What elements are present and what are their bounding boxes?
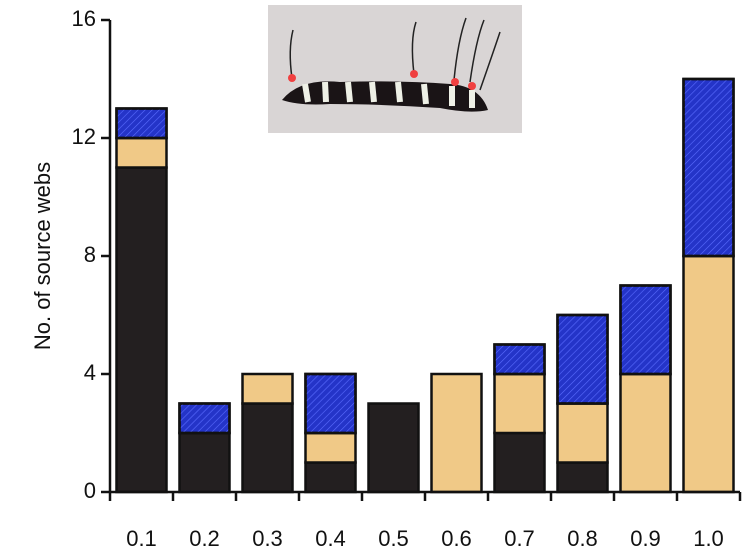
x-tick-label: 0.7	[504, 526, 535, 551]
bar-segment	[558, 463, 608, 493]
bar-segment	[243, 374, 293, 404]
bar-hatch	[621, 286, 671, 375]
y-axis-title: No. of source webs	[30, 162, 55, 350]
bar-segment	[558, 404, 608, 463]
bar-segment	[306, 433, 356, 463]
x-tick-label: 0.1	[126, 526, 157, 551]
x-tick-label: 0.4	[315, 526, 346, 551]
y-tick-label: 0	[84, 478, 96, 503]
bar-hatch	[180, 404, 230, 434]
bar-hatch	[684, 79, 734, 256]
bar-segment	[495, 433, 545, 492]
chart: No. of source webs 0 4 8 12 16 0.1 0.2 0.3 0.4 0.…	[0, 0, 745, 553]
x-tick-label: 0.6	[441, 526, 472, 551]
y-tick-label: 8	[84, 242, 96, 267]
y-tick-label: 12	[72, 124, 96, 149]
x-tick-label: 0.2	[189, 526, 220, 551]
x-tick-label: 1.0	[693, 526, 724, 551]
bar-hatch	[117, 109, 167, 139]
bar-segment	[369, 404, 419, 493]
x-tick-label: 0.5	[378, 526, 409, 551]
bar-segment	[117, 138, 167, 168]
bar-segment	[621, 374, 671, 492]
x-tick-label: 0.9	[630, 526, 661, 551]
caterpillar-photo	[268, 5, 522, 133]
bar-segment	[495, 374, 545, 433]
y-tick-label: 4	[84, 360, 96, 385]
bar-hatch	[306, 374, 356, 433]
bar-segment	[180, 433, 230, 492]
bar-segment	[243, 404, 293, 493]
bar-hatch	[495, 345, 545, 375]
bar-hatch	[558, 315, 608, 404]
bar-segment	[432, 374, 482, 492]
bar-segment	[684, 256, 734, 492]
bar-segment	[117, 168, 167, 493]
y-tick-label: 16	[72, 6, 96, 31]
bar-segment	[306, 463, 356, 493]
x-tick-label: 0.8	[567, 526, 598, 551]
x-tick-label: 0.3	[252, 526, 283, 551]
